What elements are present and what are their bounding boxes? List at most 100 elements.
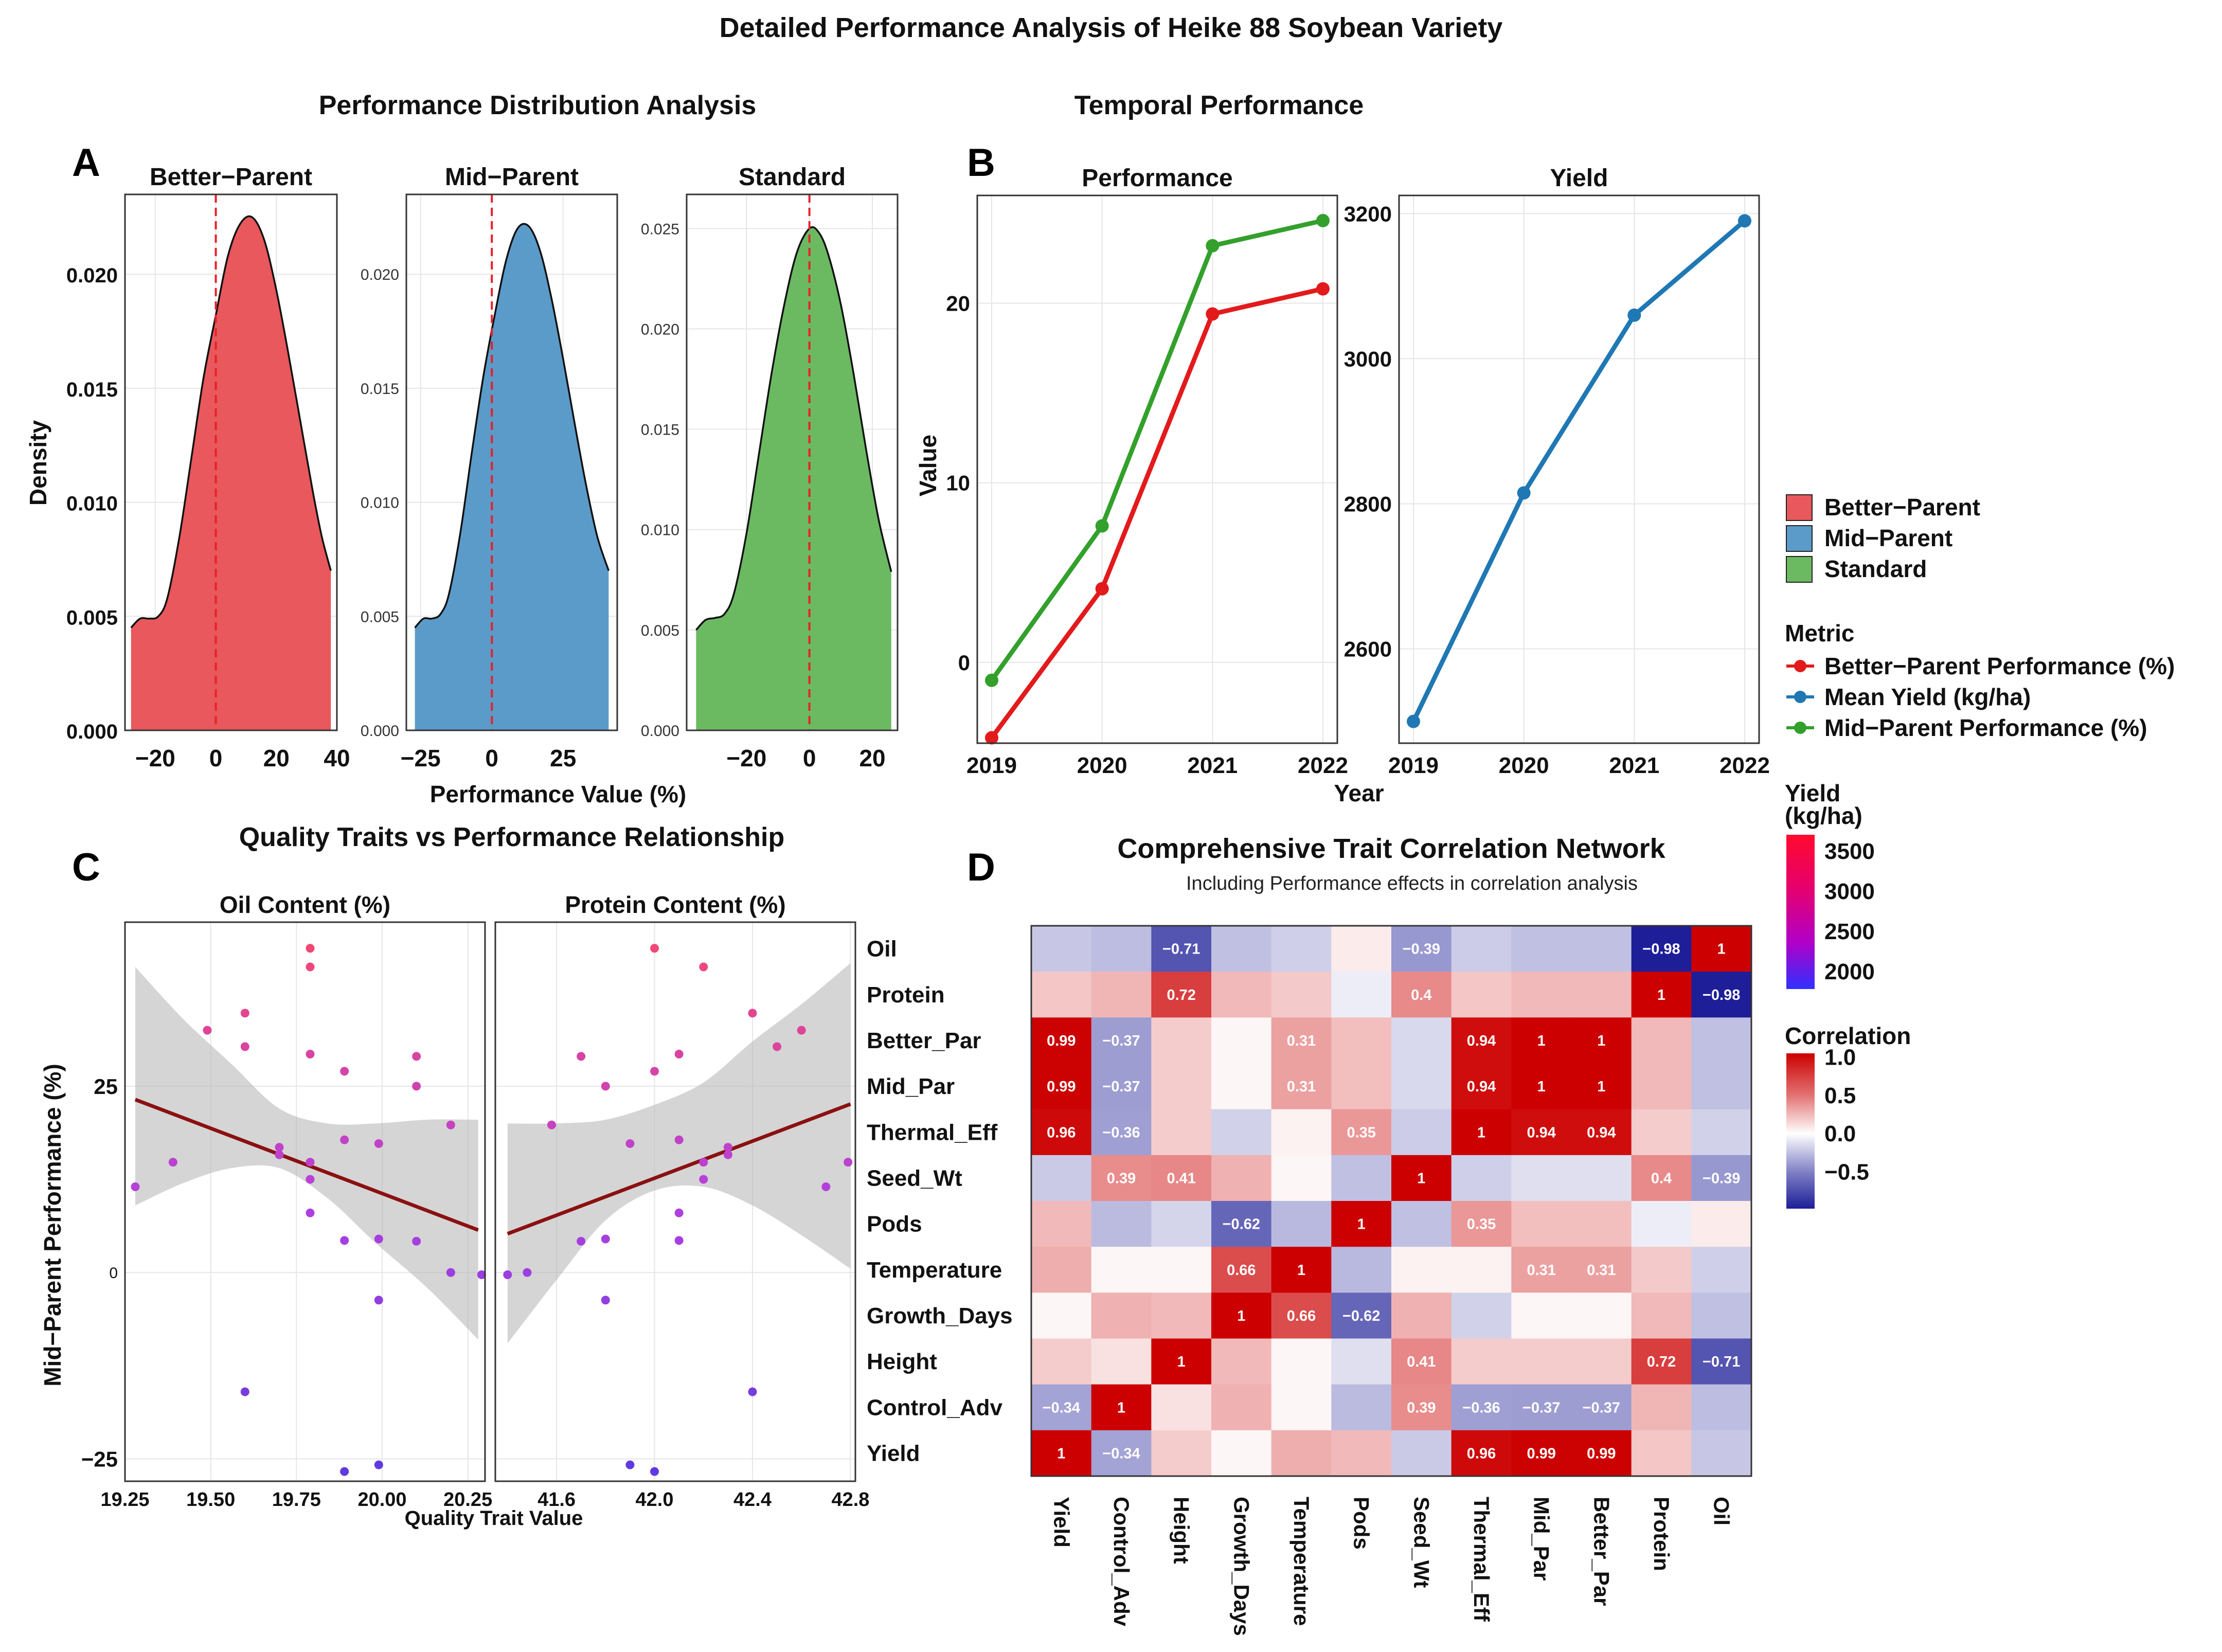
heatmap-cell-label: 0.4 bbox=[1411, 987, 1431, 1003]
heatmap-cell bbox=[1391, 1338, 1452, 1385]
heatmap-row-label: Better_Par bbox=[867, 1028, 981, 1053]
heatmap-cell bbox=[1211, 1430, 1272, 1477]
heatmap-cell-label: 1 bbox=[1597, 1079, 1605, 1095]
heatmap-cell bbox=[1271, 1201, 1332, 1247]
heatmap-cell bbox=[1151, 1292, 1212, 1339]
panel-a-ylabel: Density bbox=[25, 420, 51, 506]
heatmap-cell bbox=[1151, 1155, 1212, 1201]
panel-c-scatter: Quality Traits vs Performance Relationsh… bbox=[39, 822, 869, 1530]
scatter-point bbox=[797, 1026, 806, 1035]
x-tick-label: −20 bbox=[135, 745, 175, 771]
y-tick-label: 0.005 bbox=[361, 608, 399, 625]
heatmap-cell bbox=[1691, 1155, 1752, 1201]
heatmap-cell bbox=[1031, 1155, 1092, 1201]
yield-colorbar bbox=[1786, 835, 1815, 989]
scatter-point bbox=[306, 1050, 315, 1059]
heatmap-cell bbox=[1571, 1109, 1632, 1156]
heatmap-cell-label: 0.99 bbox=[1587, 1445, 1616, 1462]
heatmap-cell bbox=[1331, 1338, 1392, 1385]
facet-title: Oil Content (%) bbox=[220, 891, 390, 918]
y-tick-label: 0.015 bbox=[641, 422, 679, 439]
scatter-point bbox=[674, 1236, 684, 1245]
heatmap-cell bbox=[1031, 1109, 1092, 1156]
heatmap-cell bbox=[1211, 1109, 1272, 1156]
heatmap-cell-label: 0.31 bbox=[1587, 1262, 1616, 1279]
y-tick-label: 0.010 bbox=[66, 493, 118, 515]
heatmap-cell bbox=[1631, 1017, 1692, 1064]
scatter-facet-border bbox=[124, 921, 486, 1482]
heatmap-cell bbox=[1571, 1338, 1632, 1385]
y-tick-label: 0.000 bbox=[361, 723, 399, 740]
heatmap-col-label: Growth_Days bbox=[1229, 1497, 1253, 1636]
heatmap-cell bbox=[1571, 1247, 1632, 1293]
heatmap-cell-label: −0.34 bbox=[1102, 1445, 1140, 1462]
heatmap-cell-label: −0.34 bbox=[1043, 1399, 1080, 1416]
corr-colorbar-tick: 0.0 bbox=[1824, 1121, 1856, 1146]
yield-colorbar-tick: 3000 bbox=[1824, 879, 1875, 904]
fill-legend-label: Mid−Parent bbox=[1824, 525, 1952, 551]
heatmap-cell-label: −0.37 bbox=[1102, 1079, 1140, 1095]
y-tick-label: 3200 bbox=[1344, 202, 1392, 226]
heatmap-cell bbox=[1271, 1292, 1332, 1339]
panel-d-subtitle: Including Performance effects in correla… bbox=[1186, 873, 1638, 894]
density-area bbox=[696, 227, 891, 731]
heatmap-cell bbox=[1211, 1017, 1272, 1064]
heatmap-cell bbox=[1691, 926, 1752, 972]
heatmap-cell bbox=[1091, 926, 1152, 972]
heatmap-cell bbox=[1391, 1063, 1452, 1110]
heatmap-cell bbox=[1331, 1201, 1392, 1247]
heatmap-cell bbox=[1331, 1247, 1392, 1293]
scatter-point bbox=[374, 1460, 383, 1469]
scatter-point bbox=[674, 1135, 684, 1144]
density-facet-border bbox=[405, 193, 618, 731]
y-tick-label: 0.010 bbox=[361, 495, 399, 512]
heatmap-cell-label: −0.71 bbox=[1162, 941, 1200, 958]
heatmap-cell bbox=[1391, 1155, 1452, 1201]
scatter-point bbox=[477, 1270, 486, 1280]
density-curve bbox=[695, 226, 892, 631]
scatter-point bbox=[306, 962, 315, 972]
heatmap-cell bbox=[1511, 1338, 1572, 1385]
heatmap-row-label: Protein bbox=[867, 982, 945, 1008]
heatmap-cell-label: 1 bbox=[1417, 1170, 1425, 1187]
y-tick-label: 0.020 bbox=[361, 266, 399, 283]
heatmap-cell bbox=[1031, 1201, 1092, 1247]
scatter-point bbox=[306, 944, 315, 953]
series-point bbox=[1206, 307, 1220, 321]
heatmap-cell-label: 0.41 bbox=[1407, 1354, 1436, 1370]
x-tick-label: 0 bbox=[803, 745, 816, 771]
x-tick-label: 20 bbox=[859, 745, 885, 771]
heatmap-cell bbox=[1691, 1063, 1752, 1110]
heatmap-cell-label: −0.62 bbox=[1223, 1216, 1260, 1233]
heatmap-cell-label: 0.99 bbox=[1047, 1079, 1076, 1095]
scatter-point bbox=[446, 1268, 455, 1277]
heatmap-cell-label: −0.39 bbox=[1403, 941, 1440, 958]
heatmap-cell bbox=[1391, 1017, 1452, 1064]
scatter-point bbox=[340, 1236, 349, 1245]
heatmap-cell bbox=[1031, 1384, 1092, 1431]
heatmap-cell-label: 0.31 bbox=[1287, 1033, 1316, 1049]
heatmap-cell bbox=[1151, 1430, 1212, 1477]
heatmap-cell bbox=[1211, 926, 1272, 972]
x-tick-label: 2021 bbox=[1609, 753, 1659, 778]
heatmap-cell-label: 1 bbox=[1597, 1033, 1605, 1049]
panel-c-section-title: Quality Traits vs Performance Relationsh… bbox=[239, 822, 785, 852]
series-point bbox=[1517, 486, 1531, 500]
heatmap-cell bbox=[1091, 1017, 1152, 1064]
heatmap-cell bbox=[1631, 1292, 1692, 1339]
heatmap-cell bbox=[1691, 1430, 1752, 1477]
heatmap-cell bbox=[1091, 972, 1152, 1018]
y-tick-label: 0.005 bbox=[641, 622, 679, 639]
heatmap-cell bbox=[1391, 926, 1452, 972]
y-tick-label: 3000 bbox=[1344, 347, 1392, 371]
heatmap-col-label: Temperature bbox=[1289, 1497, 1314, 1626]
heatmap-cell bbox=[1211, 1201, 1272, 1247]
series-line bbox=[1411, 219, 1746, 723]
heatmap-cell-label: 0.99 bbox=[1527, 1445, 1555, 1462]
heatmap-cell bbox=[1631, 926, 1692, 972]
x-tick-label: −20 bbox=[726, 745, 766, 771]
heatmap-cell-label: 0.35 bbox=[1347, 1124, 1375, 1141]
yield-colorbar-tick: 2000 bbox=[1824, 959, 1875, 984]
density-area bbox=[415, 224, 609, 730]
heatmap-row-label: Yield bbox=[867, 1441, 920, 1466]
